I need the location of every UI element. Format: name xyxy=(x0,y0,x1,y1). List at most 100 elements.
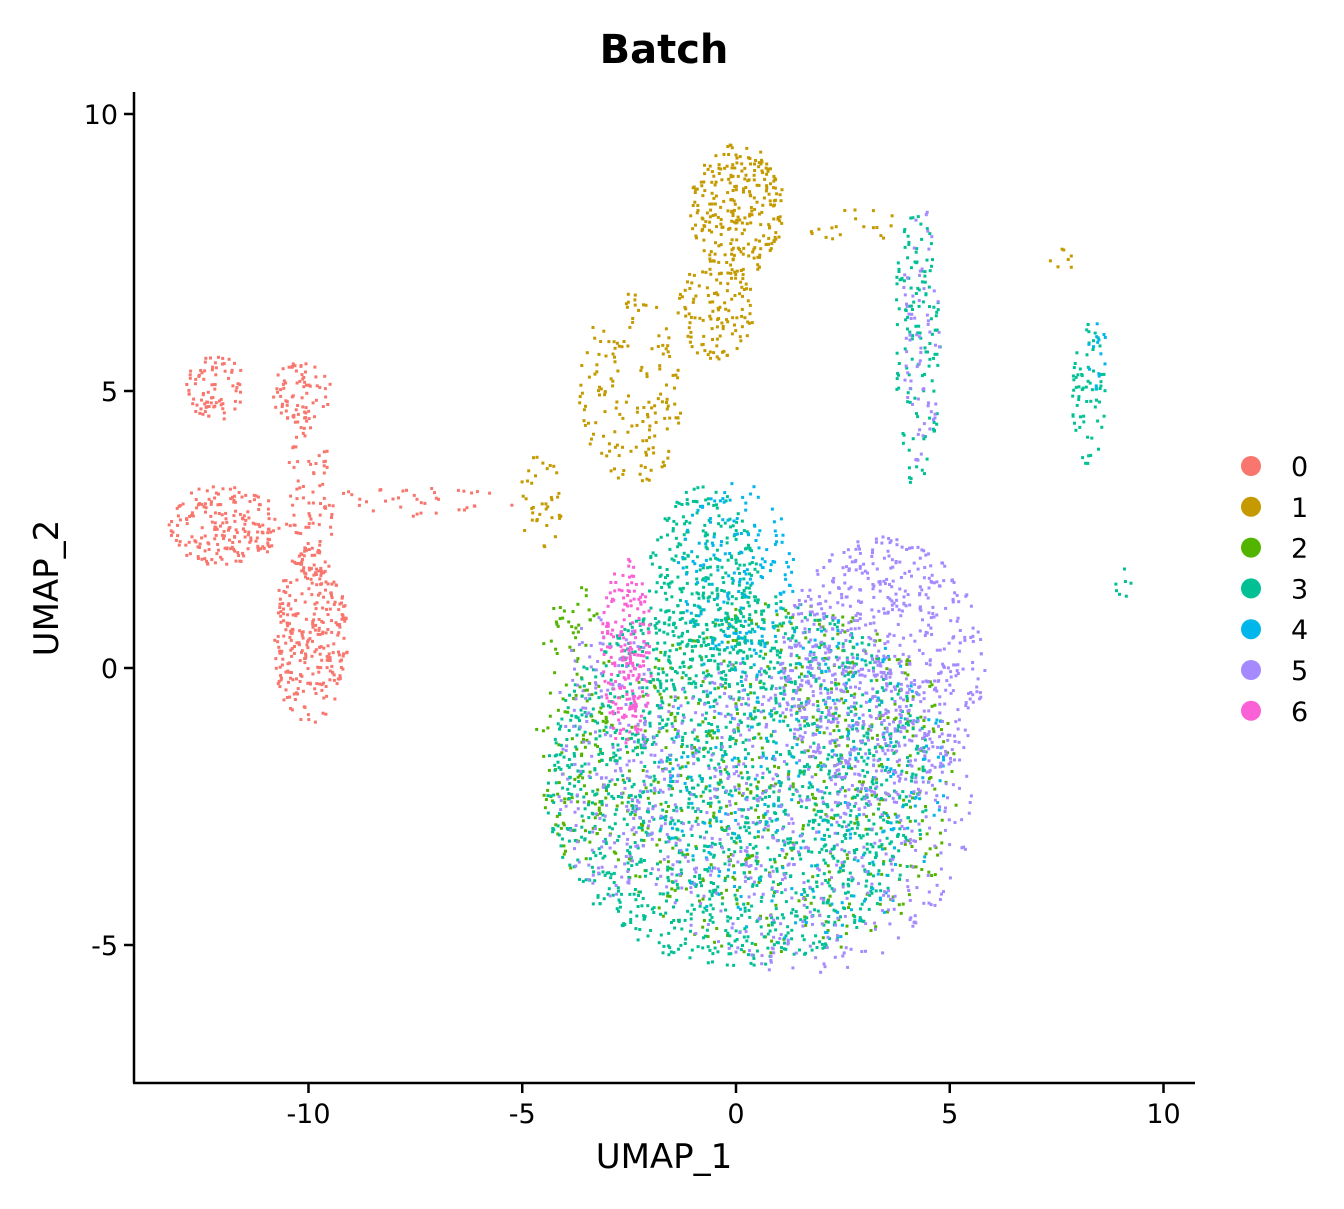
scatter-point xyxy=(702,334,706,338)
scatter-point xyxy=(716,666,720,669)
scatter-point xyxy=(613,467,616,471)
scatter-point xyxy=(769,182,772,186)
scatter-point xyxy=(905,659,909,663)
scatter-point xyxy=(677,421,681,425)
scatter-point xyxy=(741,273,745,277)
scatter-point xyxy=(649,872,653,875)
scatter-point xyxy=(821,796,825,800)
scatter-point xyxy=(1093,405,1097,409)
scatter-point xyxy=(759,914,762,918)
scatter-point xyxy=(784,615,788,619)
scatter-point xyxy=(629,921,633,924)
scatter-point xyxy=(219,503,223,507)
scatter-point xyxy=(303,600,307,604)
scatter-point xyxy=(720,758,724,762)
scatter-point xyxy=(892,772,895,776)
scatter-point xyxy=(757,815,760,819)
scatter-point xyxy=(818,940,822,944)
scatter-point xyxy=(739,680,743,683)
scatter-point xyxy=(712,890,716,894)
scatter-point xyxy=(814,750,818,754)
scatter-point xyxy=(724,828,728,832)
scatter-point xyxy=(760,158,763,162)
scatter-point xyxy=(746,320,750,324)
scatter-point xyxy=(809,638,813,642)
scatter-point xyxy=(598,759,601,763)
scatter-point xyxy=(803,724,807,728)
scatter-point xyxy=(847,587,851,591)
scatter-point xyxy=(919,715,923,719)
scatter-point xyxy=(261,545,265,549)
scatter-point xyxy=(818,731,822,734)
scatter-point xyxy=(215,552,219,556)
scatter-point xyxy=(914,292,918,295)
scatter-point xyxy=(739,612,743,615)
scatter-point xyxy=(607,442,611,446)
scatter-point xyxy=(731,639,735,642)
scatter-point xyxy=(761,751,765,755)
scatter-point xyxy=(817,227,821,231)
scatter-point xyxy=(674,554,678,558)
scatter-point xyxy=(701,910,705,914)
scatter-point xyxy=(928,232,932,236)
scatter-point xyxy=(326,644,330,648)
scatter-point xyxy=(786,724,790,728)
scatter-point xyxy=(819,643,823,647)
scatter-point xyxy=(750,641,754,645)
scatter-point xyxy=(717,163,721,167)
scatter-point xyxy=(669,820,673,824)
scatter-point xyxy=(236,551,240,555)
scatter-point xyxy=(712,888,716,892)
scatter-point xyxy=(187,540,191,544)
scatter-point xyxy=(676,545,680,549)
scatter-point xyxy=(748,577,752,581)
scatter-point xyxy=(689,315,693,319)
scatter-point xyxy=(823,628,826,632)
scatter-point xyxy=(290,708,294,712)
scatter-point xyxy=(751,250,755,254)
scatter-point xyxy=(635,423,639,427)
scatter-point xyxy=(874,889,878,893)
scatter-point xyxy=(281,657,285,661)
scatter-point xyxy=(567,729,571,732)
scatter-point xyxy=(710,591,714,595)
scatter-point xyxy=(726,615,730,619)
scatter-point xyxy=(728,669,732,673)
scatter-point xyxy=(605,789,608,793)
scatter-point xyxy=(660,696,663,700)
scatter-point xyxy=(596,721,599,725)
scatter-point xyxy=(702,563,706,567)
scatter-point xyxy=(926,350,929,354)
scatter-point xyxy=(1086,379,1090,383)
scatter-point xyxy=(612,850,616,854)
scatter-point xyxy=(677,501,681,505)
scatter-point xyxy=(585,738,589,742)
scatter-point xyxy=(672,808,676,812)
scatter-point xyxy=(833,681,837,685)
scatter-point xyxy=(314,375,318,379)
scatter-point xyxy=(898,796,902,800)
scatter-point xyxy=(680,503,684,506)
scatter-point xyxy=(819,768,823,772)
scatter-point xyxy=(726,518,730,522)
scatter-point xyxy=(659,933,663,937)
scatter-point xyxy=(734,529,738,532)
scatter-point xyxy=(685,498,689,502)
scatter-point xyxy=(702,180,706,184)
scatter-point xyxy=(190,511,194,515)
scatter-point xyxy=(324,712,328,716)
scatter-point xyxy=(852,745,856,749)
scatter-point xyxy=(662,630,666,634)
scatter-point xyxy=(627,794,631,798)
scatter-point xyxy=(691,854,695,858)
scatter-point xyxy=(623,627,627,631)
scatter-point xyxy=(817,830,821,834)
scatter-point xyxy=(905,771,909,775)
scatter-point xyxy=(470,491,474,495)
scatter-point xyxy=(772,718,776,722)
scatter-point xyxy=(716,662,720,666)
scatter-point xyxy=(681,566,685,570)
scatter-point xyxy=(197,373,201,377)
scatter-point xyxy=(593,816,597,820)
scatter-point xyxy=(300,562,303,566)
